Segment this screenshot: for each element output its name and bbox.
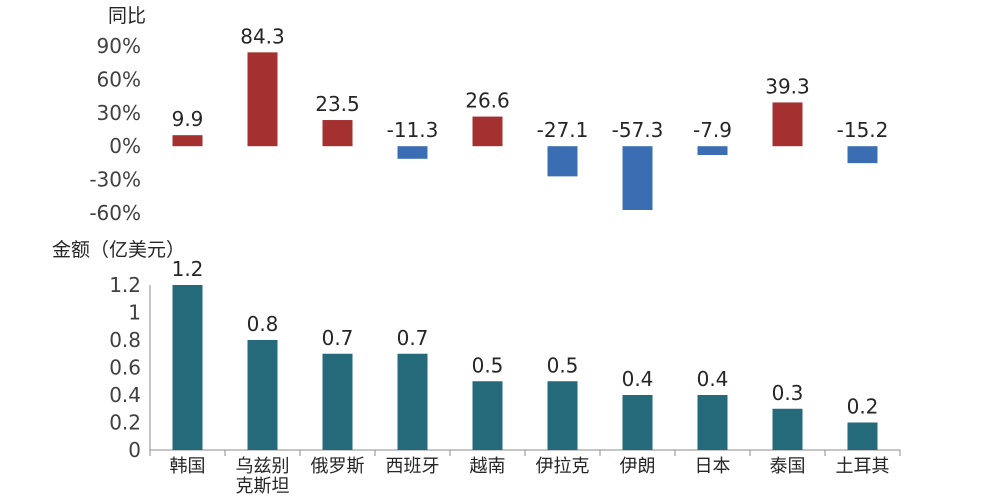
amount-bar-8: [697, 395, 728, 450]
bottom-y-tick-label: 0: [128, 438, 141, 462]
top-y-axis-title: 同比: [108, 5, 146, 27]
amount-bar-9: [772, 408, 803, 450]
yoy-data-label-1: 9.9: [172, 107, 204, 131]
yoy-bar-8: [697, 146, 728, 155]
amount-bar-5: [472, 381, 503, 450]
yoy-data-label-8: -7.9: [693, 118, 732, 142]
x-category-label-6: 伊拉克: [536, 456, 590, 477]
yoy-data-label-7: -57.3: [612, 118, 664, 142]
amount-data-label-2: 0.8: [247, 312, 279, 336]
amount-bar-2: [247, 340, 278, 450]
x-category-label-1: 韩国: [170, 456, 206, 477]
amount-bar-3: [322, 353, 353, 450]
amount-data-label-4: 0.7: [397, 326, 429, 350]
bottom-y-tick-label: 1: [128, 301, 141, 325]
yoy-bar-5: [472, 116, 503, 147]
yoy-bar-10: [847, 146, 878, 164]
amount-data-label-1: 1.2: [172, 257, 204, 281]
amount-data-label-7: 0.4: [622, 367, 654, 391]
x-category-label-5: 越南: [470, 456, 506, 477]
amount-data-label-3: 0.7: [322, 326, 354, 350]
bottom-y-tick-label: 0.6: [109, 356, 141, 380]
x-category-label-10: 土耳其: [836, 456, 890, 477]
yoy-data-label-9: 39.3: [765, 74, 810, 98]
yoy-data-label-3: 23.5: [315, 92, 360, 116]
top-y-tick-label: -60%: [89, 201, 141, 225]
yoy-data-label-5: 26.6: [465, 89, 510, 113]
yoy-bar-7: [622, 146, 653, 210]
bottom-y-tick-label: 1.2: [109, 273, 141, 297]
top-y-tick-label: 90%: [97, 34, 141, 58]
yoy-bar-4: [397, 146, 428, 159]
bottom-y-axis-title: 金额（亿美元）: [52, 239, 185, 261]
yoy-bar-3: [322, 120, 353, 147]
amount-bar-1: [172, 285, 203, 450]
yoy-chart: 90% 60% 30% 0% -30% -60% 9.9 84.3 23.5 -11.3 26.6 -…: [89, 24, 888, 225]
x-category-label-9: 泰国: [770, 456, 806, 477]
yoy-bar-6: [547, 146, 578, 177]
amount-bar-7: [622, 395, 653, 450]
amount-bar-4: [397, 353, 428, 450]
top-y-tick-label: -30%: [89, 168, 141, 192]
amount-data-label-9: 0.3: [772, 381, 804, 405]
bottom-y-tick-label: 0.4: [109, 383, 141, 407]
yoy-data-label-4: -11.3: [387, 118, 439, 142]
x-category-label-4: 西班牙: [386, 456, 440, 477]
amount-data-label-6: 0.5: [547, 353, 579, 377]
x-category-label-3: 俄罗斯: [311, 456, 365, 477]
yoy-data-label-2: 84.3: [240, 24, 285, 48]
amount-bar-10: [847, 422, 878, 450]
top-y-tick-label: 0%: [109, 134, 141, 158]
amount-bar-6: [547, 381, 578, 450]
yoy-bar-9: [772, 102, 803, 147]
amount-data-label-5: 0.5: [472, 353, 504, 377]
top-y-tick-label: 30%: [97, 101, 141, 125]
x-category-label-7: 伊朗: [620, 456, 656, 477]
amount-data-label-8: 0.4: [697, 367, 729, 391]
x-category-label-8: 日本: [695, 456, 731, 477]
yoy-bar-2: [247, 52, 278, 147]
yoy-bar-1: [172, 135, 203, 147]
yoy-data-label-6: -27.1: [537, 118, 589, 142]
amount-data-label-10: 0.2: [847, 395, 879, 419]
yoy-data-label-10: -15.2: [837, 118, 889, 142]
top-y-tick-label: 60%: [97, 67, 141, 91]
bottom-y-tick-label: 0.2: [109, 411, 141, 435]
bottom-y-tick-label: 0.8: [109, 328, 141, 352]
amount-chart: 1.2 1 0.8 0.6 0.4 0.2 0 1.2 0.8 0.7 0.7 0.5 0.5 0.4 0.…: [109, 257, 901, 497]
x-category-label-2: 乌兹别克斯坦: [236, 456, 290, 497]
